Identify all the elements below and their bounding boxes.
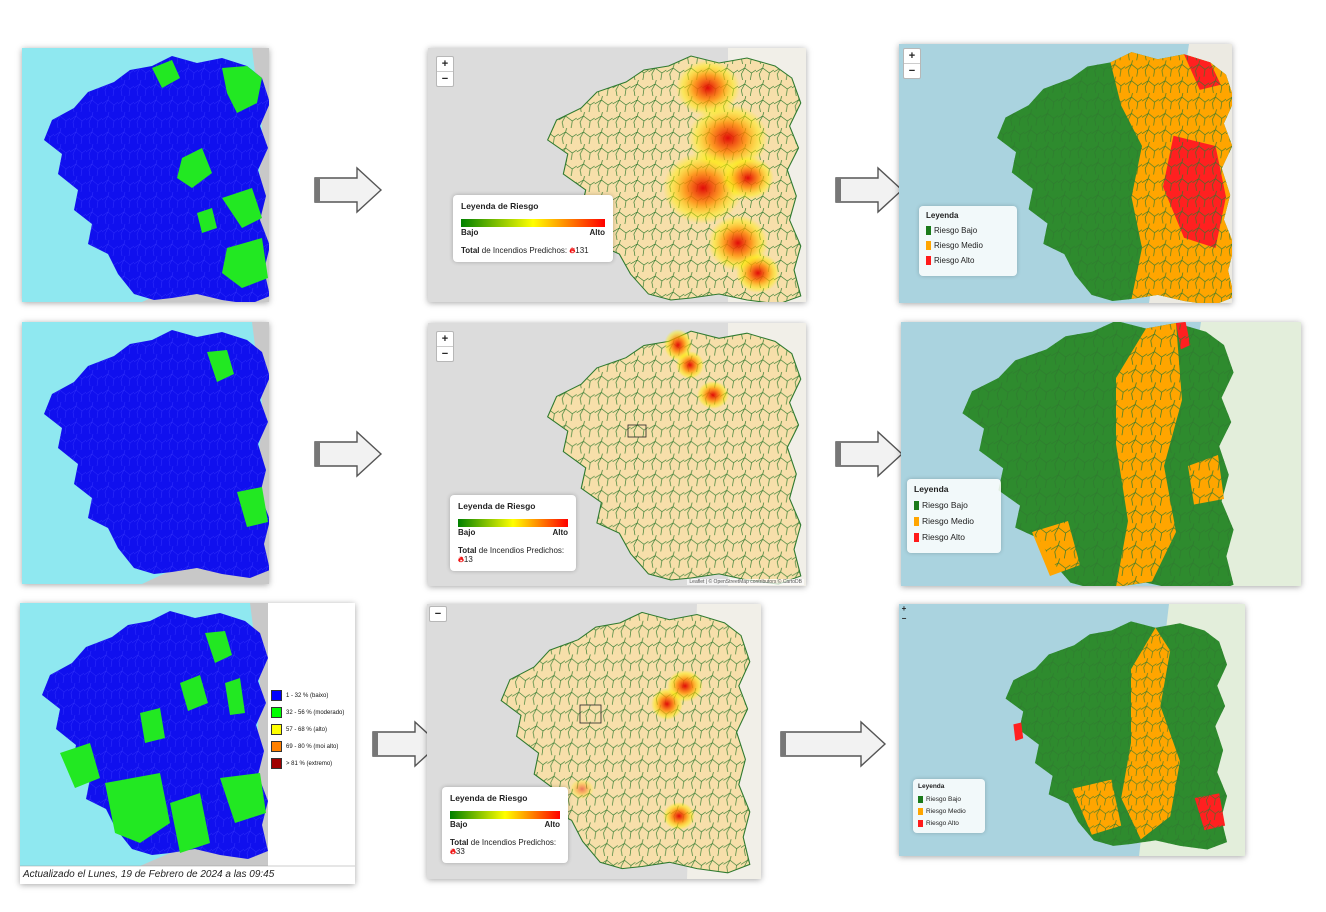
risk-low-label: Bajo <box>450 820 468 829</box>
fire-icon: 🔥︎ <box>569 246 576 255</box>
legend-item-low: Riesgo Bajo <box>926 226 1010 235</box>
zoom-out-button[interactable]: − <box>434 608 442 620</box>
risk-legend: Leyenda de Riesgo Bajo Alto Total de Ince… <box>442 787 568 863</box>
arrow-right-icon <box>835 167 903 213</box>
risk-map-2[interactable]: Leyenda Riesgo Bajo Riesgo Medio Riesgo … <box>901 322 1301 586</box>
risk-legend-title: Leyenda de Riesgo <box>458 501 536 511</box>
probability-legend-item: > 81 % (extremo) <box>271 757 344 770</box>
zoom-out-button[interactable]: − <box>437 346 453 361</box>
legend-item-medium: Riesgo Medio <box>914 516 994 526</box>
risk-map-1[interactable]: + − Leyenda Riesgo Bajo Riesgo Medio Rie… <box>899 44 1232 303</box>
predicted-total: Total de Incendios Predichos: 🔥︎33 <box>450 838 557 856</box>
risk-low-label: Bajo <box>461 228 479 237</box>
arrow-right-icon <box>835 431 903 477</box>
zoom-in-button[interactable]: + <box>441 58 449 70</box>
risk-category-legend: Leyenda Riesgo Bajo Riesgo Medio Riesgo … <box>907 479 1001 553</box>
risk-low-label: Bajo <box>458 528 476 537</box>
risk-legend: Leyenda de Riesgo Bajo Alto Total de Ince… <box>453 195 613 262</box>
heatmap-1[interactable]: + − Leyenda de Riesgo Bajo Alto Total de … <box>428 48 806 302</box>
risk-gradient-bar <box>458 519 568 527</box>
probability-legend-item: 69 - 80 % (moi alto) <box>271 740 344 753</box>
legend-title: Leyenda <box>918 783 945 790</box>
zoom-out-button[interactable]: − <box>904 63 920 78</box>
fire-icon: 🔥︎ <box>458 555 464 564</box>
legend-title: Leyenda <box>926 211 959 220</box>
risk-gradient-bar <box>450 811 560 819</box>
map-attribution[interactable]: Leaflet | © OpenStreetMap contributors ©… <box>687 579 804 585</box>
probability-legend-item: 1 - 32 % (baixo) <box>271 689 344 702</box>
zoom-control: − <box>429 606 447 622</box>
zoom-control: + − <box>436 331 454 362</box>
risk-category-legend: Leyenda Riesgo Bajo Riesgo Medio Riesgo … <box>919 206 1017 276</box>
legend-item-medium: Riesgo Medio <box>918 808 980 815</box>
fire-icon: 🔥︎ <box>450 847 456 856</box>
legend-item-high: Riesgo Alto <box>918 820 980 827</box>
probability-legend: 1 - 32 % (baixo) 32 - 56 % (moderado) 57… <box>271 689 344 774</box>
legend-item-medium: Riesgo Medio <box>926 241 1010 250</box>
arrow-right-icon <box>780 720 887 768</box>
legend-title: Leyenda <box>914 484 949 494</box>
risk-high-label: Alto <box>544 820 560 829</box>
arrow-right-icon <box>314 167 382 213</box>
risk-gradient-bar <box>461 219 605 227</box>
zoom-control: + − <box>903 48 921 79</box>
update-timestamp: Actualizado el Lunes, 19 de Febrero de 2… <box>23 869 275 880</box>
risk-category-legend: Leyenda Riesgo Bajo Riesgo Medio Riesgo … <box>913 779 985 833</box>
zoom-control: + − <box>899 604 909 624</box>
risk-legend: Leyenda de Riesgo Bajo Alto Total de Ince… <box>450 495 576 571</box>
heatmap-3[interactable]: − Leyenda de Riesgo Bajo Alto Total de In… <box>427 604 761 879</box>
risk-high-label: Alto <box>589 228 605 237</box>
legend-item-low: Riesgo Bajo <box>914 500 994 510</box>
zoom-control: + − <box>436 56 454 87</box>
legend-item-high: Riesgo Alto <box>926 256 1010 265</box>
heatmap-2[interactable]: + − Leyenda de Riesgo Bajo Alto Total de … <box>428 323 806 586</box>
risk-legend-title: Leyenda de Riesgo <box>450 793 528 803</box>
risk-legend-title: Leyenda de Riesgo <box>461 201 539 211</box>
probability-map-2 <box>22 322 269 584</box>
probability-legend-item: 32 - 56 % (moderado) <box>271 706 344 719</box>
zoom-in-button[interactable]: + <box>901 604 907 613</box>
zoom-in-button[interactable]: + <box>441 333 449 345</box>
risk-map-3[interactable]: + − Leyenda Riesgo Bajo Riesgo Medio Rie… <box>899 604 1245 856</box>
legend-item-low: Riesgo Bajo <box>918 796 980 803</box>
arrow-right-icon <box>314 431 382 477</box>
risk-high-label: Alto <box>552 528 568 537</box>
zoom-out-button[interactable]: − <box>437 71 453 86</box>
probability-map-3: 1 - 32 % (baixo) 32 - 56 % (moderado) 57… <box>20 603 355 884</box>
predicted-total: Total de Incendios Predichos: 🔥︎131 <box>461 246 589 255</box>
zoom-in-button[interactable]: + <box>908 50 916 62</box>
legend-item-high: Riesgo Alto <box>914 532 994 542</box>
predicted-total: Total de Incendios Predichos: 🔥︎13 <box>458 546 565 564</box>
probability-map-1 <box>22 48 269 302</box>
probability-legend-item: 57 - 68 % (alto) <box>271 723 344 736</box>
zoom-out-button[interactable]: − <box>901 614 907 623</box>
